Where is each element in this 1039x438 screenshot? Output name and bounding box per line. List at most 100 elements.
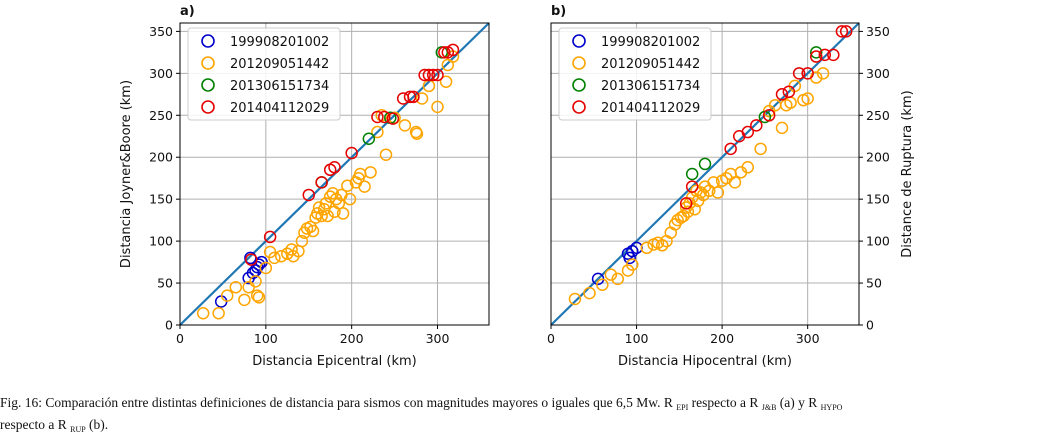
data-point-201209051442 bbox=[398, 119, 412, 132]
legend-marker bbox=[572, 34, 586, 48]
legend-marker bbox=[201, 100, 215, 114]
caption-text-1: Fig. 16: Comparación entre distintas def… bbox=[0, 395, 673, 410]
y-tick-label: 100 bbox=[149, 234, 173, 249]
data-point-201209051442 bbox=[441, 58, 455, 72]
data-point-201209051442 bbox=[358, 180, 371, 193]
data-point-201209051442 bbox=[343, 192, 357, 206]
data-point-201209051442 bbox=[439, 75, 453, 88]
data-point-201404112029 bbox=[438, 46, 451, 59]
data-point-201404112029 bbox=[685, 180, 699, 193]
data-point-201209051442 bbox=[229, 281, 243, 294]
data-point-199908201002 bbox=[246, 266, 260, 280]
caption-line-1: Fig. 16: Comparación entre distintas def… bbox=[0, 394, 1039, 416]
x-tick-label: 100 bbox=[254, 331, 278, 346]
data-point-201306151734 bbox=[809, 46, 823, 59]
y-tick-label: 200 bbox=[149, 150, 173, 165]
legend-box bbox=[187, 27, 341, 121]
data-point-201209051442 bbox=[319, 197, 333, 210]
data-point-201404112029 bbox=[818, 48, 832, 62]
data-point-201209051442 bbox=[364, 166, 377, 179]
data-point-201404112029 bbox=[396, 92, 410, 105]
data-point-201404112029 bbox=[345, 146, 358, 160]
plot-frame bbox=[179, 22, 490, 326]
legend-marker bbox=[201, 56, 215, 70]
caption-sub-epi: EPI bbox=[676, 403, 689, 412]
data-point-201404112029 bbox=[418, 68, 431, 82]
plot-frame bbox=[550, 22, 860, 326]
data-point-201209051442 bbox=[312, 201, 326, 214]
panel-b: 0 100 200 300 0 50 100 150 200 250 300 350 Distancia… bbox=[547, 4, 915, 369]
caption-line-2: respecto a R RUP (b). bbox=[0, 416, 1039, 438]
data-point-201404112029 bbox=[244, 253, 258, 266]
data-point-201209051442 bbox=[315, 209, 328, 223]
legend-label: 199908201002 bbox=[230, 35, 329, 50]
data-point-201209051442 bbox=[212, 307, 225, 320]
data-point-201404112029 bbox=[371, 110, 384, 124]
legend-label: 201404112029 bbox=[601, 101, 700, 116]
x-tick-label: 100 bbox=[625, 331, 649, 346]
y-tick-label: 150 bbox=[149, 192, 173, 207]
x-tick-label: 200 bbox=[340, 331, 364, 346]
data-point-201209051442 bbox=[728, 176, 742, 189]
data-point-201209051442 bbox=[252, 291, 266, 304]
legend-label: 201306151734 bbox=[601, 79, 700, 94]
data-point-201209051442 bbox=[431, 100, 444, 114]
data-point-201306151734 bbox=[362, 132, 376, 146]
y-axis-label: Distancia Joyner&Boore (km) bbox=[119, 80, 134, 268]
data-point-201404112029 bbox=[792, 67, 806, 80]
data-point-201209051442 bbox=[604, 268, 618, 281]
data-point-201209051442 bbox=[775, 121, 789, 135]
legend-label: 201209051442 bbox=[230, 57, 329, 72]
caption-text-4: respecto a R bbox=[0, 417, 67, 432]
data-point-201404112029 bbox=[809, 50, 823, 63]
data-point-201209051442 bbox=[220, 289, 234, 302]
data-point-201209051442 bbox=[295, 234, 309, 248]
data-point-201209051442 bbox=[711, 186, 725, 199]
x-axis-label: Distancia Epicentral (km) bbox=[252, 354, 417, 369]
data-point-201404112029 bbox=[386, 112, 400, 125]
x-tick-label: 300 bbox=[796, 331, 820, 346]
y-tick-label: 50 bbox=[866, 276, 882, 291]
legend-label: 199908201002 bbox=[601, 35, 700, 50]
data-point-201404112029 bbox=[407, 90, 420, 104]
data-point-201404112029 bbox=[431, 68, 444, 82]
data-point-201209051442 bbox=[332, 197, 346, 210]
data-point-201404112029 bbox=[679, 197, 693, 210]
data-point-201209051442 bbox=[321, 209, 334, 223]
data-point-201209051442 bbox=[568, 292, 582, 306]
data-point-201404112029 bbox=[801, 67, 814, 80]
data-point-201209051442 bbox=[275, 249, 288, 263]
x-axis-label: Distancia Hipocentral (km) bbox=[618, 354, 792, 369]
legend-box bbox=[558, 27, 712, 121]
data-point-201209051442 bbox=[371, 125, 384, 139]
data-point-201404112029 bbox=[378, 110, 391, 124]
x-tick-label: 300 bbox=[426, 331, 450, 346]
x-tick-label: 0 bbox=[176, 331, 184, 346]
data-point-201209051442 bbox=[816, 67, 830, 80]
caption-sub-jb: J&B bbox=[761, 403, 777, 412]
data-point-201209051442 bbox=[707, 176, 720, 189]
data-point-199908201002 bbox=[214, 295, 228, 308]
y-tick-label: 350 bbox=[149, 24, 173, 39]
data-point-201404112029 bbox=[762, 109, 776, 122]
data-point-201404112029 bbox=[839, 25, 853, 38]
data-point-201209051442 bbox=[611, 272, 624, 286]
y-tick-label: 0 bbox=[866, 318, 874, 333]
data-point-201404112029 bbox=[403, 90, 417, 104]
legend-marker bbox=[572, 78, 586, 92]
panel-a: 0 100 200 300 0 50 100 150 200 250 300 350 Distancia… bbox=[119, 4, 490, 369]
data-point-201404112029 bbox=[426, 68, 440, 82]
y-tick-label: 300 bbox=[149, 66, 173, 81]
caption-text-3: (a) y R bbox=[776, 395, 818, 410]
data-point-201306151734 bbox=[685, 167, 699, 181]
data-point-201404112029 bbox=[724, 142, 737, 156]
y-tick-label: 250 bbox=[866, 108, 890, 123]
data-point-201404112029 bbox=[315, 176, 328, 189]
legend-marker bbox=[201, 78, 215, 92]
data-point-201404112029 bbox=[782, 85, 796, 99]
y-tick-label: 100 bbox=[866, 234, 890, 249]
y-tick-label: 150 bbox=[866, 192, 890, 207]
data-point-201209051442 bbox=[268, 251, 281, 265]
data-point-201209051442 bbox=[379, 148, 393, 161]
x-tick-label: 200 bbox=[710, 331, 734, 346]
